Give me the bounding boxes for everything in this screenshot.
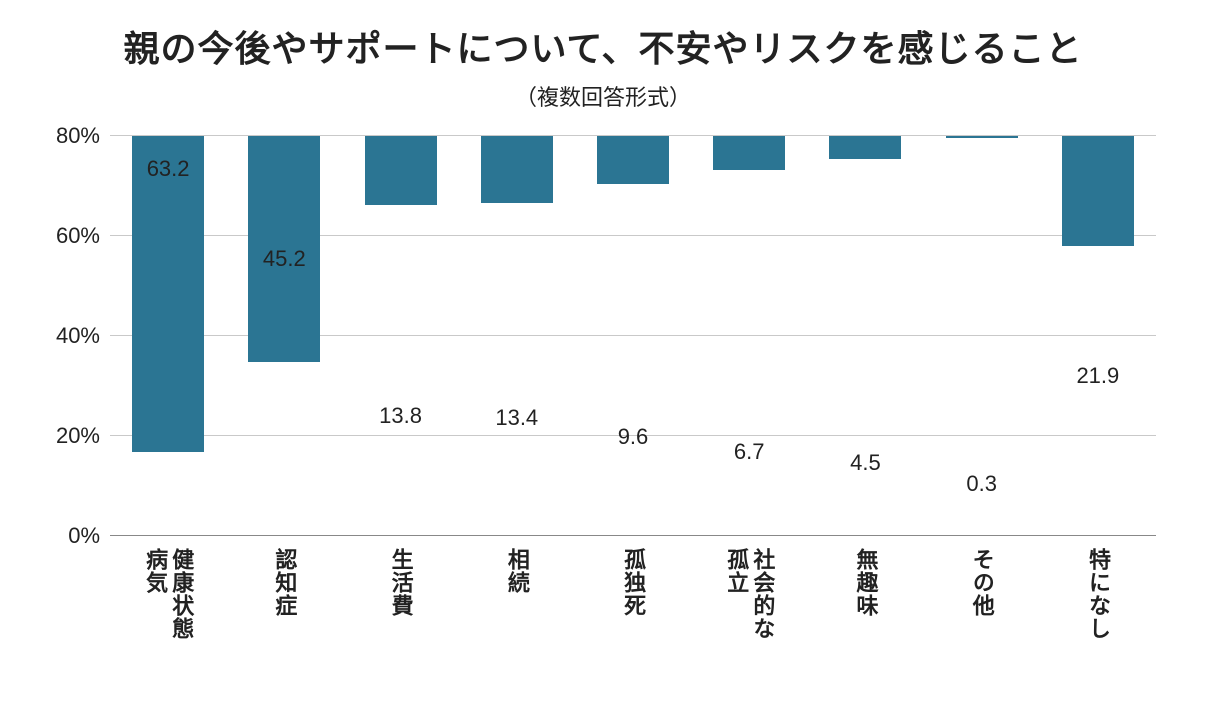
bar-slot: 21.9: [1040, 136, 1156, 536]
y-tick-label: 60%: [56, 223, 100, 249]
x-label-slot: 認知症: [226, 548, 342, 640]
bar: [365, 136, 437, 205]
category-label: 社会的な: [750, 548, 774, 640]
category-label: 認知症: [272, 548, 296, 617]
x-label-slot: 特になし: [1040, 548, 1156, 640]
category-label: 病気: [143, 548, 167, 594]
x-label-slot: 孤立社会的な: [691, 548, 807, 640]
bar: [481, 136, 553, 203]
category-label: 無趣味: [853, 548, 877, 617]
x-axis-baseline: [110, 535, 1156, 536]
x-label-slot: 無趣味: [807, 548, 923, 640]
bar-value-label: 63.2: [147, 156, 190, 188]
category-label: 孤独死: [621, 548, 645, 617]
bar-value-label: 45.2: [263, 246, 306, 278]
y-axis: 0%20%40%60%80%: [40, 136, 110, 536]
bar-value-label: 13.4: [495, 405, 538, 437]
bar-slot: 0.3: [924, 136, 1040, 536]
bar-slot: 63.2: [110, 136, 226, 536]
category-label: 特になし: [1086, 548, 1110, 640]
category-label: 健康状態: [169, 548, 193, 640]
y-tick-label: 40%: [56, 323, 100, 349]
category-label: 孤立: [724, 548, 748, 594]
x-label-slot: その他: [924, 548, 1040, 640]
x-axis-labels: 病気健康状態 認知症 生活費 相続 孤独死 孤立社会的な 無趣味 その他 特になし: [110, 548, 1156, 640]
bars-container: 63.2 45.2 13.8 13.4 9.6 6.7 4.5 0.3 21.9: [110, 136, 1156, 536]
y-tick-label: 0%: [68, 523, 100, 549]
bar: [597, 136, 669, 184]
chart-title: 親の今後やサポートについて、不安やリスクを感じること: [40, 20, 1166, 72]
bar-slot: 45.2: [226, 136, 342, 536]
bar-slot: 6.7: [691, 136, 807, 536]
x-label-slot: 病気健康状態: [110, 548, 226, 640]
plot-area: 0%20%40%60%80% 63.245.213.813.49.66.74.5…: [110, 136, 1156, 536]
chart-subtitle: （複数回答形式）: [40, 80, 1166, 112]
x-label-slot: 相続: [459, 548, 575, 640]
bar-slot: 13.8: [342, 136, 458, 536]
bar-value-label: 21.9: [1076, 363, 1119, 395]
bar: [1062, 136, 1134, 246]
x-label-slot: 孤独死: [575, 548, 691, 640]
bar: [713, 136, 785, 170]
bar-slot: 9.6: [575, 136, 691, 536]
bar: [946, 136, 1018, 138]
bar-value-label: 6.7: [734, 439, 765, 471]
bar-slot: 13.4: [459, 136, 575, 536]
y-tick-label: 80%: [56, 123, 100, 149]
bar-value-label: 13.8: [379, 403, 422, 435]
bar-value-label: 4.5: [850, 450, 881, 482]
bar-chart: 親の今後やサポートについて、不安やリスクを感じること （複数回答形式） 0% 20…: [40, 20, 1166, 640]
category-label: 相続: [505, 548, 529, 594]
bar: [829, 136, 901, 159]
bar-value-label: 0.3: [966, 471, 997, 503]
bar-slot: 4.5: [807, 136, 923, 536]
x-label-slot: 生活費: [342, 548, 458, 640]
category-label: その他: [970, 548, 994, 617]
category-label: 生活費: [388, 548, 412, 617]
bar-value-label: 9.6: [618, 424, 649, 456]
y-tick-label: 20%: [56, 423, 100, 449]
